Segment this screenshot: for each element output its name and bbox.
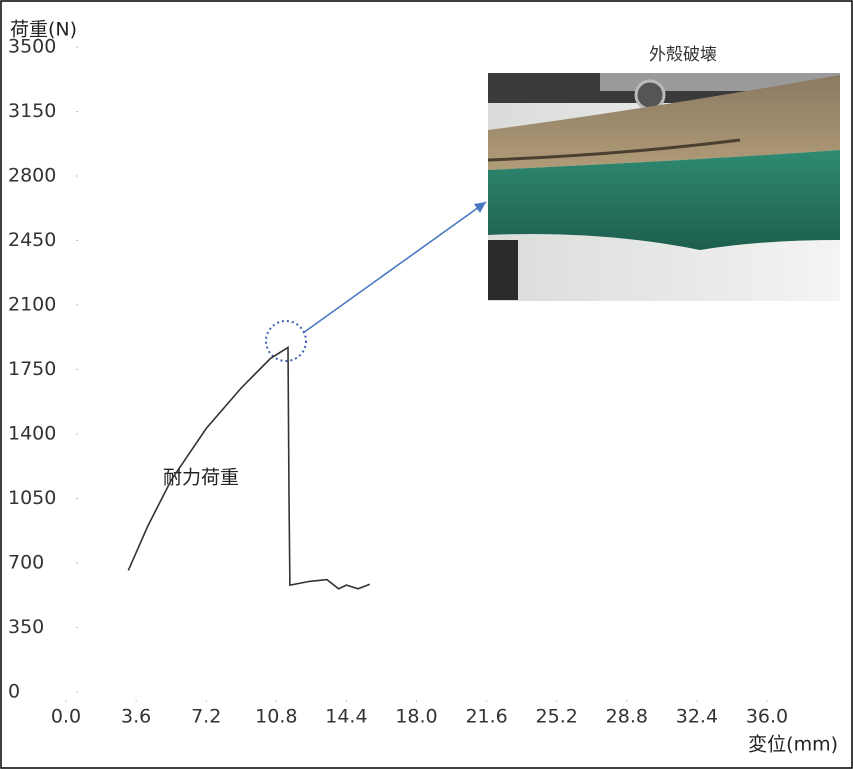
annotation: 外殻破壊: [649, 45, 717, 65]
x-tick-label: 7.2: [191, 706, 221, 728]
arrow-head: [474, 202, 486, 213]
y-tick-label: 2100: [8, 294, 56, 316]
x-tick-label: 18.0: [395, 706, 437, 728]
highlight-circle: [265, 320, 307, 362]
y-tick-label: 3150: [8, 100, 56, 122]
y-tick-label: 3500: [8, 36, 56, 58]
y-axis-label: 荷重(N): [10, 19, 77, 41]
y-tick-label: 350: [8, 616, 44, 638]
x-axis-label: 変位(mm): [748, 734, 838, 756]
photo: [487, 73, 840, 301]
x-tick-label: 3.6: [121, 706, 151, 728]
y-tick-label: 1400: [8, 423, 56, 445]
y-tick-label: 0: [8, 681, 20, 703]
x-tick-label: 14.4: [325, 706, 367, 728]
arrow: [302, 201, 487, 334]
y-tick-label: 1050: [8, 487, 56, 509]
x-tick-label: 21.6: [465, 706, 507, 728]
x-tick-label: 10.8: [255, 706, 297, 728]
y-tick-label: 2800: [8, 165, 56, 187]
annotation: 耐力荷重: [163, 467, 239, 489]
x-tick-label: 32.4: [676, 706, 718, 728]
x-tick-label: 36.0: [746, 706, 788, 728]
x-tick-label: 0.0: [51, 706, 81, 728]
y-tick-label: 700: [8, 552, 44, 574]
y-tick-label: 2450: [8, 229, 56, 251]
y-tick-label: 1750: [8, 358, 56, 380]
x-tick-label: 28.8: [606, 706, 648, 728]
data-line: [127, 345, 371, 590]
x-tick-label: 25.2: [536, 706, 578, 728]
